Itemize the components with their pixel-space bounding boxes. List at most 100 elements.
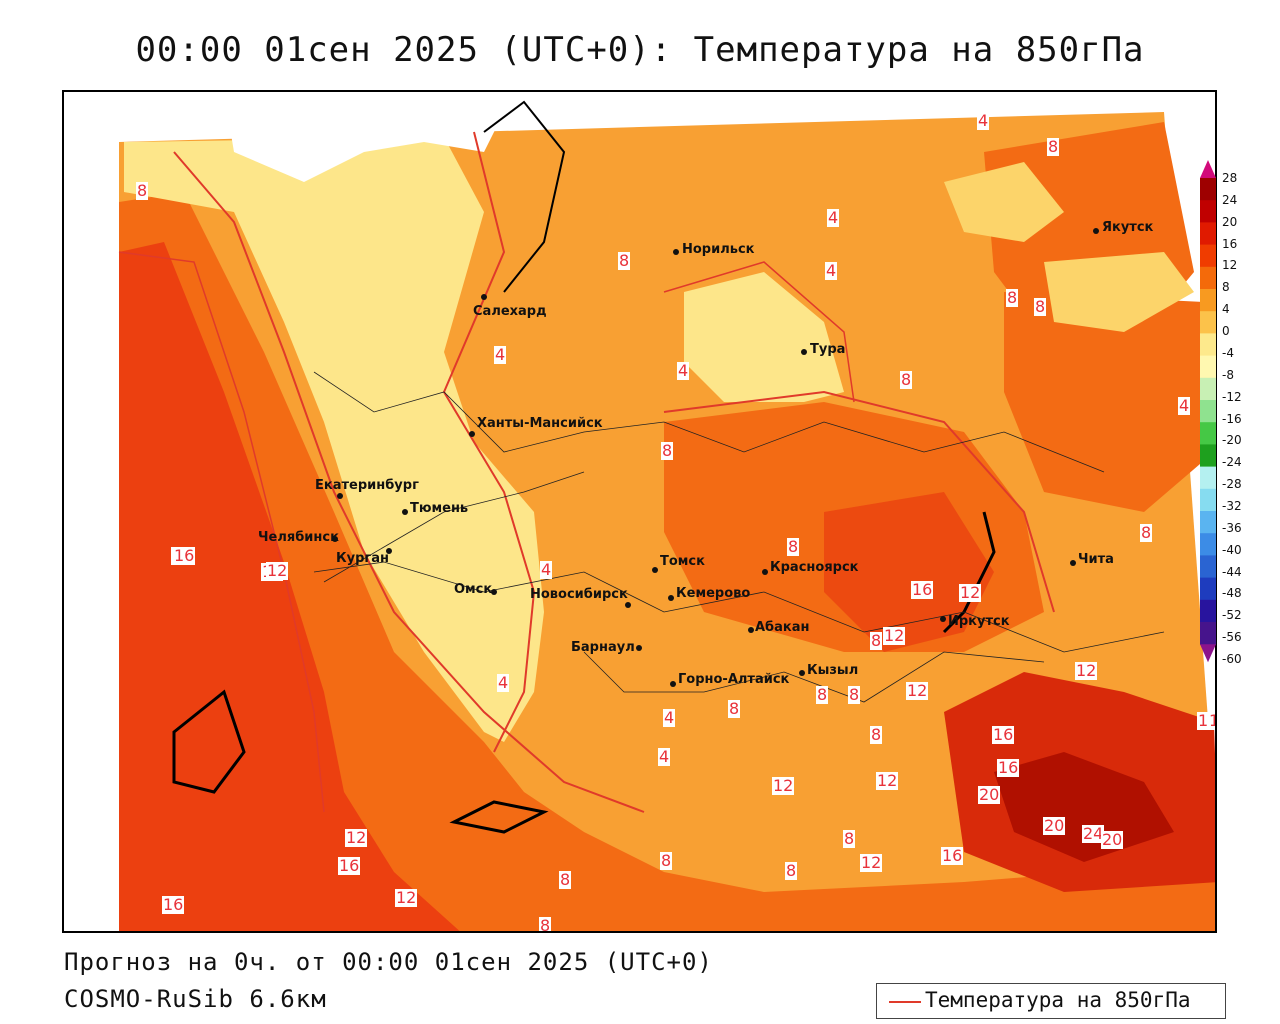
contour-label: 8 <box>1047 137 1060 156</box>
city-label: Красноярск <box>770 560 859 575</box>
contour-label: 12 <box>876 771 899 790</box>
city-marker <box>491 589 497 595</box>
contour-label: 8 <box>618 251 631 270</box>
contour-label: 8 <box>787 537 800 556</box>
city-marker <box>1070 560 1076 566</box>
colorbar-segment <box>1200 222 1216 246</box>
colorbar-tick-label: -36 <box>1222 520 1242 535</box>
colorbar-segment <box>1200 577 1216 601</box>
contour-label: 20 <box>1043 816 1066 835</box>
contour-label: 12 <box>772 776 795 795</box>
colorbar-tick-label: -40 <box>1222 542 1242 557</box>
colorbar-tick-label: -32 <box>1222 499 1242 513</box>
colorbar-top-arrow <box>1200 160 1216 178</box>
city-marker <box>799 670 805 676</box>
city-marker <box>670 681 676 687</box>
contour-label: 8 <box>900 370 913 389</box>
colorbar-segment <box>1200 289 1216 312</box>
contour-label: 4 <box>1178 396 1191 415</box>
city-label: Абакан <box>755 620 810 635</box>
colorbar-segment <box>1200 266 1216 290</box>
city-label: Иркутск <box>948 614 1010 629</box>
city-label: Екатеринбург <box>315 478 419 493</box>
colorbar-segment <box>1200 488 1216 512</box>
city-label: Омск <box>454 582 493 597</box>
contour-label: 12 <box>860 853 883 872</box>
contour-label: 16 <box>992 725 1015 744</box>
city-marker <box>762 569 768 575</box>
colorbar-segment <box>1200 355 1216 379</box>
colorbar-segment <box>1200 622 1216 645</box>
city-marker <box>940 616 946 622</box>
city-marker <box>332 536 338 542</box>
contour-label: 4 <box>827 208 840 227</box>
colorbar-segment <box>1200 200 1216 223</box>
contour-label: 8 <box>843 829 856 848</box>
city-marker <box>469 431 475 437</box>
contour-label: 4 <box>825 261 838 280</box>
colorbar-tick-label: -48 <box>1222 586 1242 601</box>
city-marker <box>652 567 658 573</box>
city-marker <box>337 493 343 499</box>
contour-label: 8 <box>816 685 829 704</box>
map-area[interactable]: Якутск Норильск Салехард Тура Ханты-Манс… <box>62 90 1217 933</box>
contour-label: 8 <box>1006 288 1019 307</box>
model-name: COSMO-RuSib 6.6км <box>64 985 327 1013</box>
legend-line-swatch <box>889 1001 921 1003</box>
contour-label: 8 <box>785 861 798 880</box>
colorbar-segment <box>1200 178 1216 201</box>
colorbar-segment <box>1200 422 1216 445</box>
contour-label: 16 <box>941 846 964 865</box>
colorbar-tick-label: -8 <box>1222 367 1234 382</box>
contour-label: 12 <box>266 561 289 580</box>
contour-label: 8 <box>660 851 673 870</box>
legend-label: Температура на 850гПа <box>925 988 1191 1012</box>
colorbar-segment <box>1200 555 1216 579</box>
colorbar-segment <box>1200 377 1216 401</box>
contour-label: 4 <box>540 560 553 579</box>
contour-label: 20 <box>978 785 1001 804</box>
contour-label: 12 <box>395 888 418 907</box>
city-label: Тюмень <box>410 501 469 516</box>
contour-label: 8 <box>870 725 883 744</box>
contour-label: 8 <box>661 441 674 460</box>
contour-label: 16 <box>173 546 196 565</box>
city-label: Горно-Алтайск <box>678 672 790 687</box>
city-label: Томск <box>660 554 705 569</box>
colorbar-tick-label: -24 <box>1222 455 1242 470</box>
contour-label: 16 <box>997 758 1020 777</box>
city-marker <box>386 548 392 554</box>
colorbar-tick-label: -56 <box>1222 630 1242 645</box>
contour-label: 12 <box>883 626 906 645</box>
colorbar-tick-label: 4 <box>1222 302 1230 317</box>
contour-label: 8 <box>559 870 572 889</box>
colorbar-tick-label: 28 <box>1222 171 1238 185</box>
city-marker <box>748 627 754 633</box>
contour-label: 12 <box>1075 661 1098 680</box>
contour-label: 24 <box>1082 824 1105 843</box>
colorbar-segment <box>1200 466 1216 490</box>
colorbar-tick-label: -12 <box>1222 389 1242 404</box>
city-marker <box>481 294 487 300</box>
contour-label: 4 <box>663 708 676 727</box>
colorbar-segment <box>1200 311 1216 334</box>
contour-label: 8 <box>1034 297 1047 316</box>
contour-label: 12 <box>906 681 929 700</box>
colorbar-tick-label: -4 <box>1222 345 1234 360</box>
colorbar-tick-label: -20 <box>1222 433 1242 448</box>
contour-label: 8 <box>848 685 861 704</box>
colorbar-segment <box>1200 244 1216 268</box>
city-label: Кызыл <box>807 663 859 678</box>
colorbar-tick-label: 12 <box>1222 258 1238 273</box>
colorbar-segment <box>1200 400 1216 423</box>
city-label: Тура <box>810 342 846 357</box>
city-marker <box>801 349 807 355</box>
city-label: Новосибирск <box>530 587 628 602</box>
colorbar-tick-label: -28 <box>1222 477 1242 492</box>
contour-label: 8 <box>539 916 552 933</box>
contour-label: 20 <box>1101 830 1124 849</box>
city-label: Курган <box>336 551 389 566</box>
legend: Температура на 850гПа <box>876 983 1226 1019</box>
colorbar-tick-label: -44 <box>1222 564 1242 579</box>
contour-label: 4 <box>658 747 671 766</box>
